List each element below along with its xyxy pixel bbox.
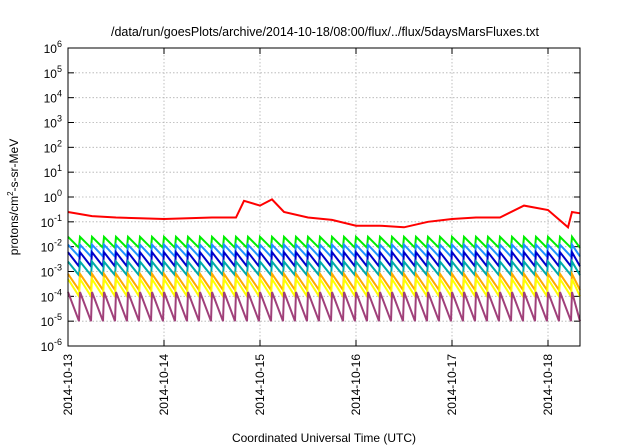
plot-area bbox=[67, 47, 581, 347]
y-tick-labels: 10-6 10-5 10-4 10-3 10-2 10-1 100 101 102 103 104 1… bbox=[41, 39, 62, 354]
x-tick-label: 2014-10-18 bbox=[541, 354, 555, 416]
y-tick-label: 10-5 bbox=[41, 312, 62, 329]
series-line-1 bbox=[67, 198, 581, 230]
y-tick-label: 106 bbox=[44, 39, 62, 56]
x-tick-label: 2014-10-13 bbox=[61, 354, 75, 416]
series-group bbox=[67, 198, 581, 322]
y-tick-label: 10-2 bbox=[41, 238, 62, 255]
chart-title: /data/run/goesPlots/archive/2014-10-18/0… bbox=[111, 25, 540, 39]
y-tick-label: 10-3 bbox=[41, 263, 62, 280]
x-tick-labels: 2014-10-13 2014-10-14 2014-10-15 2014-10-16… bbox=[61, 354, 555, 416]
y-tick-label: 10-6 bbox=[41, 337, 62, 354]
y-tick-label: 105 bbox=[44, 64, 62, 81]
series-line-8 bbox=[67, 291, 581, 322]
y-tick-label: 100 bbox=[44, 188, 62, 205]
y-tick-label: 104 bbox=[44, 89, 62, 106]
series-line-5 bbox=[67, 258, 581, 278]
x-axis-label: Coordinated Universal Time (UTC) bbox=[232, 431, 416, 445]
x-tick-label: 2014-10-15 bbox=[253, 354, 267, 416]
y-tick-label: 101 bbox=[44, 163, 62, 180]
y-tick-label: 10-1 bbox=[41, 213, 62, 230]
y-tick-label: 102 bbox=[44, 138, 62, 155]
series-line-3 bbox=[67, 241, 581, 259]
x-tick-label: 2014-10-17 bbox=[445, 354, 459, 416]
y-axis-label: protons/cm2-s-sr-MeV bbox=[6, 139, 21, 255]
y-tick-label: 103 bbox=[44, 114, 62, 131]
series-line-7 bbox=[67, 275, 581, 300]
y-tick-label: 10-4 bbox=[41, 287, 62, 304]
x-tick-label: 2014-10-16 bbox=[349, 354, 363, 416]
x-tick-label: 2014-10-14 bbox=[157, 354, 171, 416]
series-line-6 bbox=[67, 270, 581, 293]
series-line-2 bbox=[67, 234, 581, 251]
series-line-4 bbox=[67, 248, 581, 270]
